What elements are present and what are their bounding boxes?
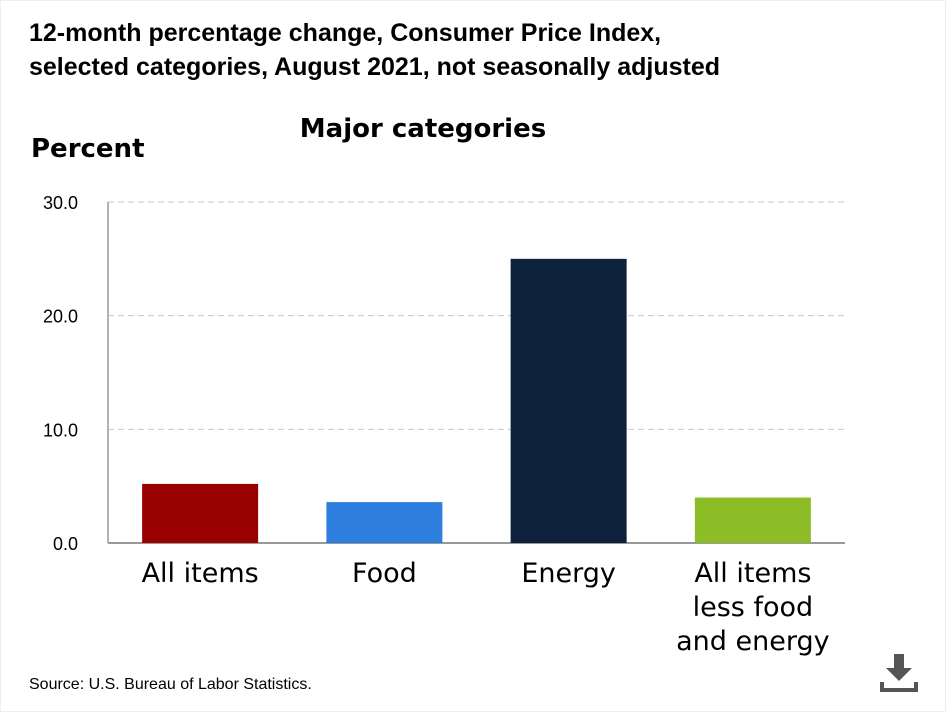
x-tick-label: Food xyxy=(352,558,417,589)
y-tick-label: 0.0 xyxy=(53,534,78,554)
y-tick-label: 20.0 xyxy=(43,307,78,327)
x-tick-label: and energy xyxy=(676,626,829,657)
x-tick-label: All items xyxy=(142,558,259,589)
y-axis-label: Percent xyxy=(31,134,145,164)
x-tick-label: less food xyxy=(693,592,814,623)
y-tick-label: 30.0 xyxy=(43,193,78,213)
bar xyxy=(510,258,627,543)
chart-title-line-1: 12-month percentage change, Consumer Pri… xyxy=(29,19,662,47)
y-tick-label: 10.0 xyxy=(43,420,78,440)
source-note: Source: U.S. Bureau of Labor Statistics. xyxy=(29,676,312,693)
bar xyxy=(326,502,443,543)
x-tick-label: All items xyxy=(694,558,811,589)
chart-subtitle: Major categories xyxy=(299,114,547,144)
download-icon[interactable] xyxy=(876,652,922,698)
bar xyxy=(694,497,811,543)
chart-title-line-2: selected categories, August 2021, not se… xyxy=(29,53,720,81)
x-tick-label: Energy xyxy=(521,558,616,589)
bar xyxy=(142,483,259,543)
chart-title: 12-month percentage change, Consumer Pri… xyxy=(29,16,909,84)
